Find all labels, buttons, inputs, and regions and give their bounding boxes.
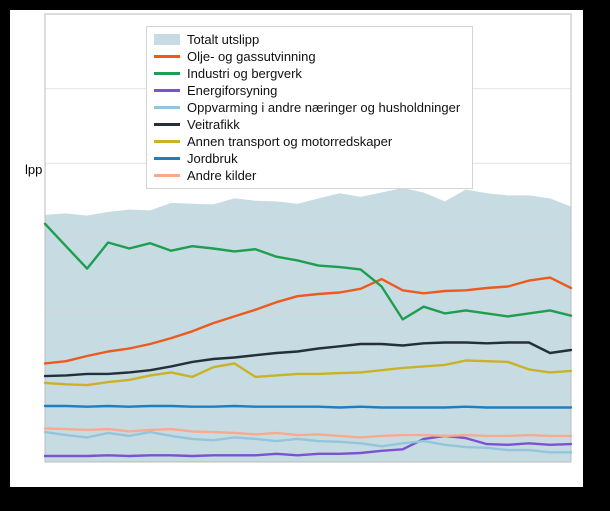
legend-label: Andre kilder	[187, 167, 257, 183]
legend-item-veitrafikk[interactable]: Veitrafikk	[154, 116, 460, 132]
series-line-andre-kilder	[43, 427, 573, 439]
line-swatch-icon	[154, 71, 180, 75]
legend: Totalt utslipp Olje- og gassutvinning Indu…	[146, 26, 474, 189]
legend-item-industri-og-bergverk[interactable]: Industri og bergverk	[154, 65, 460, 81]
line-swatch-icon	[154, 173, 180, 177]
line-swatch-icon	[154, 122, 180, 126]
legend-item-jordbruk[interactable]: Jordbruk	[154, 150, 460, 166]
line-swatch-icon	[154, 54, 180, 58]
legend-label: Olje- og gassutvinning	[187, 48, 316, 64]
legend-label: Industri og bergverk	[187, 65, 302, 81]
line-swatch-icon	[154, 88, 180, 92]
series-line-annen-transport-og-motorredskaper	[43, 359, 573, 387]
series-area-totalt-utslipp	[45, 188, 571, 462]
line-swatch-icon	[154, 156, 180, 160]
legend-item-olje-og-gassutvinning[interactable]: Olje- og gassutvinning	[154, 48, 460, 64]
series-line-energiforsyning	[43, 434, 573, 458]
line-swatch-icon	[154, 139, 180, 143]
legend-item-oppvarming-andre-naeringer-husholdninger[interactable]: Oppvarming i andre næringer og husholdni…	[154, 99, 460, 115]
legend-label: Veitrafikk	[187, 116, 240, 132]
legend-label: Energiforsyning	[187, 82, 278, 98]
legend-label: Annen transport og motorredskaper	[187, 133, 393, 149]
line-swatch-icon	[154, 105, 180, 109]
legend-item-annen-transport-og-motorredskaper[interactable]: Annen transport og motorredskaper	[154, 133, 460, 149]
plot-frame	[44, 13, 572, 463]
legend-label: Oppvarming i andre næringer og husholdni…	[187, 99, 461, 115]
legend-label: Jordbruk	[187, 150, 238, 166]
area-swatch-icon	[154, 33, 180, 45]
series-line-olje-og-gassutvinning	[43, 276, 573, 365]
legend-item-andre-kilder[interactable]: Andre kilder	[154, 167, 460, 183]
series-line-oppvarming-andre-naeringer-husholdninger	[43, 430, 573, 454]
legend-label: Totalt utslipp	[187, 31, 260, 47]
legend-item-totalt-utslipp[interactable]: Totalt utslipp	[154, 31, 460, 47]
y-axis-partial-label: lpp	[25, 162, 43, 178]
series-line-industri-og-bergverk	[43, 222, 573, 321]
series-line-veitrafikk	[43, 341, 573, 378]
series-line-jordbruk	[43, 404, 573, 409]
legend-item-energiforsyning[interactable]: Energiforsyning	[154, 82, 460, 98]
